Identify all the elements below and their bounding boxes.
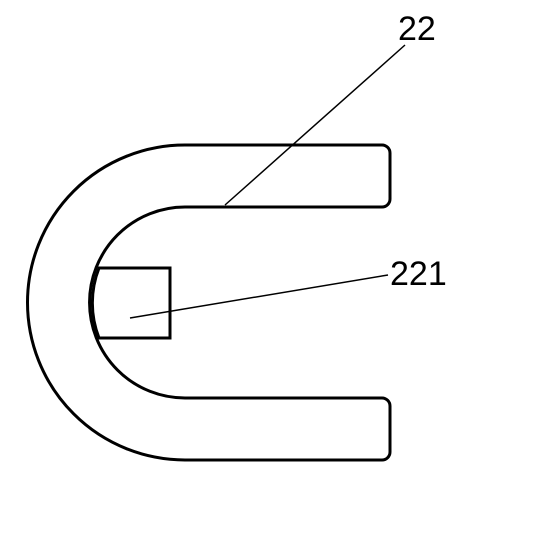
u-shape-outline — [28, 145, 391, 460]
label-22: 22 — [398, 10, 436, 49]
diagram-canvas — [0, 0, 556, 539]
inner-block-221 — [92, 268, 170, 338]
label-221: 221 — [390, 255, 447, 294]
leader-22 — [225, 45, 405, 205]
